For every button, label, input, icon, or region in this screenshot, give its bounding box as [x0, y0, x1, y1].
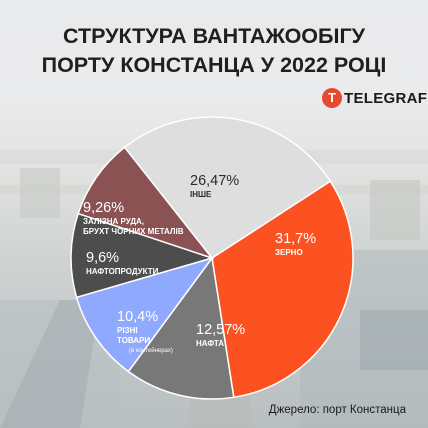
slice-category-3-line-2: ТОВАРИ	[117, 336, 150, 345]
slice-value-6: 26,47%	[190, 173, 239, 189]
slice-category-4-line-1: НАФТОПРОДУКТИ	[86, 267, 159, 276]
slice-value-2: 12,57%	[196, 322, 245, 338]
title-line-1: СТРУКТУРА ВАНТАЖООБІГУ	[62, 24, 366, 48]
source-note: Джерело: порт Констанца	[268, 404, 406, 416]
pie-slice-3	[75, 256, 214, 373]
slice-label-6: 26,47%ІНШЕ	[190, 173, 239, 199]
slice-label-2: 12,57%НАФТА	[196, 322, 245, 348]
telegraf-logo: T TELEGRAF	[322, 88, 427, 108]
title-line-2: ПОРТУ КОНСТАНЦА У 2022 РОЦІ	[41, 53, 387, 77]
slice-value-3: 10,4%	[117, 309, 158, 325]
slice-note-3: (в контейнерах)	[129, 347, 173, 354]
pie-slice-2	[127, 256, 235, 400]
slice-category-3-line-1: РІЗНІ	[117, 326, 138, 335]
slice-value-1: 31,7%	[275, 231, 316, 247]
slice-label-5: 9,26%ЗАЛІЗНА РУДА,БРУХТ ЧОРНИХ МЕТАЛІВ	[83, 200, 184, 236]
page-title: СТРУКТУРА ВАНТАЖООБІГУ ПОРТУ КОНСТАНЦА У…	[0, 22, 428, 80]
slice-label-4: 9,6%НАФТОПРОДУКТИ	[86, 250, 159, 276]
logo-wordmark: TELEGRAF	[344, 89, 428, 107]
slice-category-5-line-2: БРУХТ ЧОРНИХ МЕТАЛІВ	[83, 227, 184, 236]
slice-value-4: 9,6%	[86, 250, 119, 266]
pie-slice-5	[77, 146, 215, 260]
slice-category-2-line-1: НАФТА	[196, 339, 224, 348]
slice-category-5-line-1: ЗАЛІЗНА РУДА,	[83, 217, 144, 226]
slice-category-1-line-1: ЗЕРНО	[275, 248, 303, 257]
slice-label-1: 31,7%ЗЕРНО	[275, 231, 316, 257]
telegraf-logo-icon: T	[322, 88, 342, 108]
slice-category-6-line-1: ІНШЕ	[190, 190, 212, 199]
slice-value-5: 9,26%	[83, 200, 124, 216]
pie-slice-4	[70, 212, 215, 299]
pie-slice-6	[123, 116, 332, 260]
